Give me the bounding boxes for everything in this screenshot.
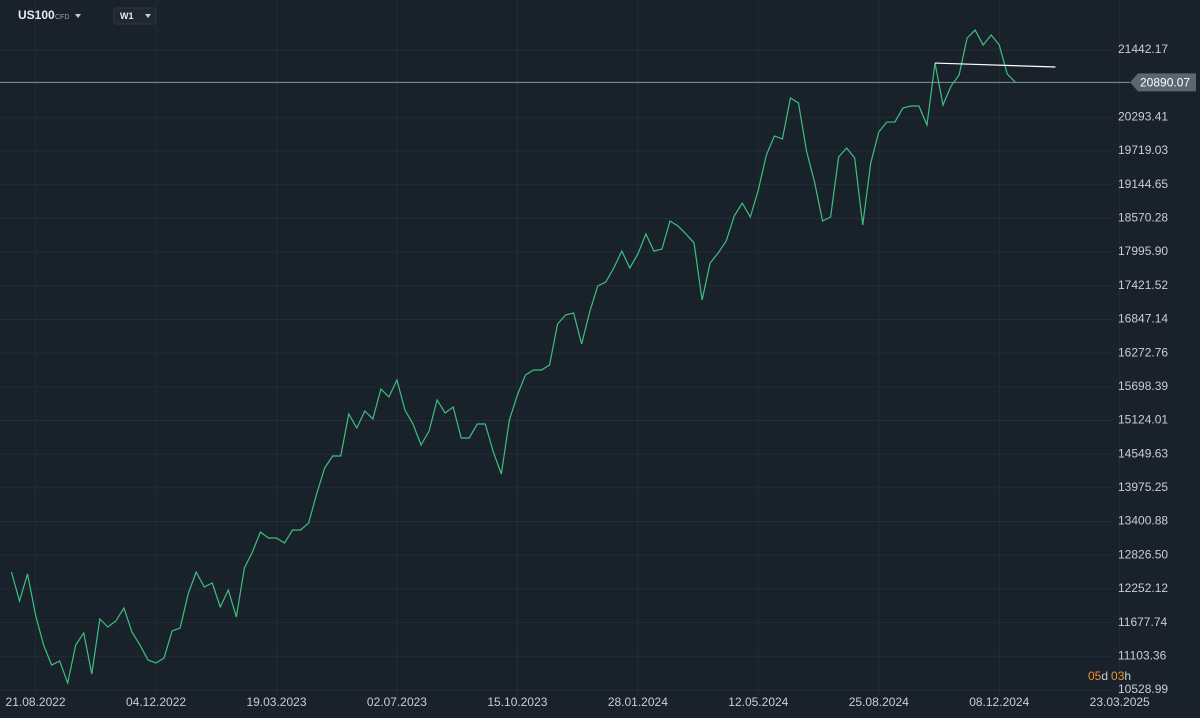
y-tick-label: 21442.17 <box>1118 42 1168 56</box>
y-tick-label: 13400.88 <box>1118 514 1168 528</box>
countdown-hours: 03 <box>1111 669 1125 683</box>
y-tick-label: 12252.12 <box>1118 581 1168 595</box>
x-tick-label: 23.03.2025 <box>1090 695 1150 709</box>
y-tick-label: 11103.36 <box>1118 648 1167 662</box>
y-tick-label: 16847.14 <box>1118 312 1168 326</box>
y-tick-label: 17995.90 <box>1118 244 1168 258</box>
countdown-days: 05 <box>1088 669 1102 683</box>
plot-area <box>0 29 1130 686</box>
countdown-days-unit: d <box>1101 669 1108 683</box>
y-tick-label: 17421.52 <box>1118 278 1168 292</box>
countdown-hours-unit: h <box>1124 669 1131 683</box>
y-tick-label: 16272.76 <box>1118 345 1168 359</box>
countdown: 05d 03h <box>1088 669 1131 683</box>
instrument-type: CFD <box>55 14 69 21</box>
x-tick-label: 04.12.2022 <box>126 695 186 709</box>
y-tick-label: 19144.65 <box>1118 177 1168 191</box>
x-tick-label: 08.12.2024 <box>969 695 1029 709</box>
x-tick-label: 12.05.2024 <box>728 695 788 709</box>
axes: 10528.99 11103.36 11677.74 12252.12 12826.50… <box>6 42 1196 709</box>
y-tick-label: 14549.63 <box>1118 446 1168 460</box>
x-tick-label: 15.10.2023 <box>487 695 547 709</box>
grid <box>0 0 1121 696</box>
toolbar: US100 CFD W1 <box>18 7 157 25</box>
symbol[interactable]: US100 <box>18 8 55 22</box>
y-tick-label: 13975.25 <box>1118 480 1168 494</box>
timeframe-dropdown[interactable] <box>145 14 151 18</box>
symbol-dropdown[interactable] <box>75 14 81 18</box>
x-tick-label: 19.03.2023 <box>246 695 306 709</box>
last-price-label: 20890.07 <box>1140 76 1190 90</box>
last-price-tag <box>1130 73 1196 92</box>
price-line <box>10 29 1016 686</box>
trendline <box>934 62 1056 68</box>
y-tick-label: 10528.99 <box>1118 682 1168 696</box>
x-tick-label: 21.08.2022 <box>6 695 66 709</box>
timeframe-box[interactable] <box>113 7 157 25</box>
x-tick-label: 25.08.2024 <box>849 695 909 709</box>
x-tick-label: 02.07.2023 <box>367 695 427 709</box>
y-tick-label: 15124.01 <box>1118 413 1168 427</box>
y-tick-label: 19719.03 <box>1118 143 1168 157</box>
y-tick-label: 15698.39 <box>1118 379 1168 393</box>
y-tick-label: 20293.41 <box>1118 110 1168 124</box>
x-tick-label: 28.01.2024 <box>608 695 668 709</box>
y-tick-label: 11677.74 <box>1118 615 1167 629</box>
y-tick-label: 18570.28 <box>1118 211 1168 225</box>
y-tick-label: 12826.50 <box>1118 547 1168 561</box>
timeframe[interactable]: W1 <box>120 11 134 21</box>
